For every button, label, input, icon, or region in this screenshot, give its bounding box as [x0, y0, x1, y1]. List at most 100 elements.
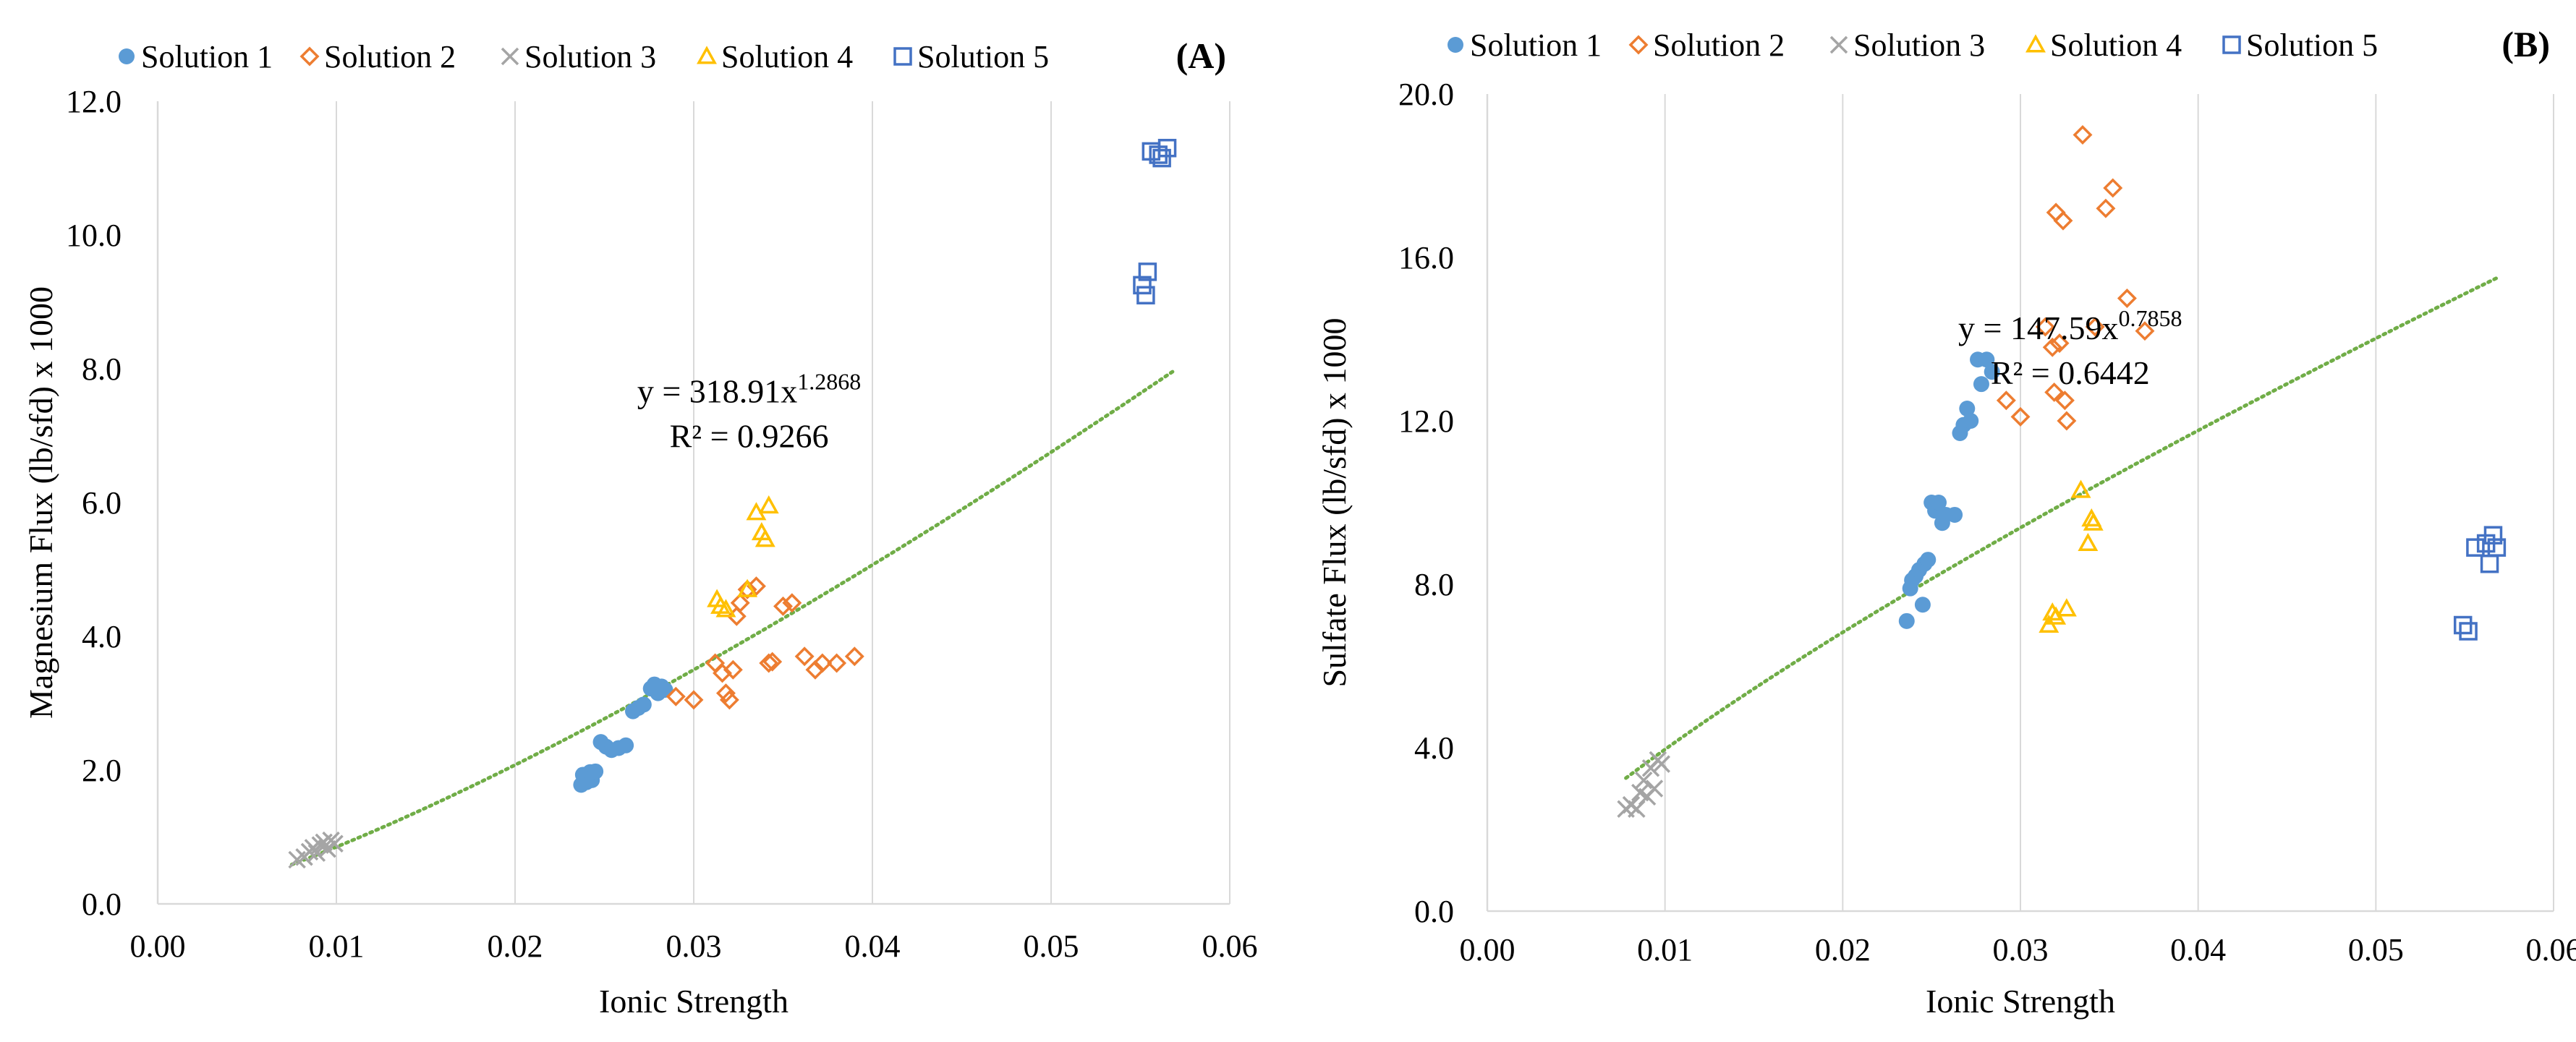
point-diamond: [773, 596, 793, 616]
y-tick-label: 8.0: [82, 351, 122, 387]
legend-marker-diamond: [299, 46, 320, 67]
trendline-equation: y = 318.91x1.2868: [637, 368, 861, 409]
x-tick-label: 0.02: [1815, 932, 1871, 968]
y-tick-label: 6.0: [82, 485, 122, 521]
point-diamond: [2073, 125, 2093, 145]
x-tick-label: 0.03: [1993, 932, 2049, 968]
point-square: [2466, 538, 2485, 557]
legend-marker-diamond: [1628, 35, 1649, 55]
point-diamond: [762, 652, 783, 672]
point-circle: [1973, 376, 1989, 393]
point-triangle: [2078, 532, 2099, 552]
y-tick-label: 8.0: [1414, 567, 1454, 602]
y-tick-label: 20.0: [1398, 77, 1454, 112]
x-axis-title: Ionic Strength: [599, 983, 788, 1020]
point-diamond: [723, 659, 743, 680]
y-tick-label: 10.0: [66, 218, 122, 253]
x-tick-label: 0.02: [488, 928, 543, 964]
x-tick-label: 0.01: [309, 928, 365, 964]
point-diamond: [2054, 390, 2075, 411]
legend-label: Solution 5: [2246, 27, 2378, 63]
trendline: [1624, 276, 2499, 780]
point-triangle: [754, 529, 775, 547]
legend-label: Solution 1: [1470, 27, 1602, 63]
point-square: [1138, 262, 1157, 281]
point-diamond: [737, 579, 757, 599]
legend-item: Solution 2: [1628, 27, 1785, 63]
point-diamond: [684, 690, 704, 710]
point-circle: [618, 737, 634, 753]
point-diamond: [2035, 317, 2055, 337]
legend-item: Solution 5: [893, 39, 1049, 74]
point-diamond: [2053, 210, 2073, 231]
point-triangle: [758, 495, 779, 514]
y-axis-title: Sulfate Flux (lb/sfd) x 1000: [1316, 317, 1353, 687]
trendline-equation-base: y = 147.59x: [1958, 309, 2118, 346]
point-x: [1652, 755, 1670, 773]
point-circle: [635, 696, 652, 713]
point-diamond: [1996, 390, 2016, 411]
point-square: [1133, 276, 1152, 295]
point-circle: [1930, 495, 1947, 511]
legend-item: Solution 2: [299, 39, 456, 74]
point-diamond: [746, 576, 766, 597]
y-tick-label: 4.0: [82, 619, 122, 654]
x-tick-label: 0.00: [130, 928, 186, 964]
legend-marker-triangle: [697, 46, 717, 64]
panel-label: (B): [2501, 24, 2550, 64]
legend-marker-triangle: [2025, 34, 2046, 53]
x-tick-label: 0.06: [2526, 932, 2576, 968]
trendline-equation-base: y = 318.91x: [637, 372, 797, 409]
point-square: [1157, 139, 1177, 158]
legend-marker-circle: [1448, 37, 1463, 53]
trendline-r-squared: R² = 0.6442: [1991, 354, 2150, 391]
point-diamond: [713, 663, 732, 683]
point-square: [2487, 538, 2507, 557]
point-square: [1136, 286, 1155, 304]
x-tick-label: 0.01: [1637, 932, 1693, 968]
y-tick-label: 12.0: [66, 84, 122, 119]
x-tick-label: 0.00: [1460, 932, 1516, 968]
panel-b: 0.00 0.01 0.02 0.03 0.04 0.05 0.06 0.0 4.0 8.0 12.…: [1316, 24, 2576, 1020]
point-diamond: [759, 653, 779, 673]
point-square: [2483, 526, 2503, 545]
point-circle: [1947, 506, 1963, 523]
point-diamond: [2010, 406, 2031, 427]
point-x: [1645, 780, 1664, 798]
legend-label: Solution 2: [1653, 27, 1785, 63]
point-diamond: [812, 653, 833, 673]
point-diamond: [2096, 198, 2116, 218]
point-diamond: [2103, 178, 2123, 198]
point-diamond: [827, 653, 847, 673]
legend-item: Solution 1: [119, 39, 273, 74]
y-tick-label: 0.0: [82, 887, 122, 922]
point-square: [2453, 615, 2473, 635]
legend-label: Solution 5: [917, 39, 1049, 74]
point-circle: [587, 763, 604, 780]
y-axis-title: Magnesium Flux (lb/sfd) x 1000: [22, 286, 59, 719]
x-tick-label: 0.04: [845, 928, 901, 964]
point-diamond: [666, 686, 686, 706]
point-diamond: [2117, 289, 2137, 308]
legend-label: Solution 4: [721, 39, 853, 74]
point-circle: [1984, 364, 2000, 380]
x-tick-label: 0.03: [666, 928, 722, 964]
legend-marker-circle: [119, 48, 135, 64]
legend-marker-square: [893, 47, 912, 66]
point-x: [1634, 771, 1653, 790]
legend-item: Solution 1: [1448, 27, 1602, 63]
point-diamond: [2042, 337, 2062, 357]
legend-marker-square: [2222, 35, 2241, 54]
point-diamond: [805, 659, 825, 680]
y-tick-label: 0.0: [1414, 894, 1454, 929]
point-diamond: [730, 593, 750, 613]
y-tick-label: 4.0: [1414, 730, 1454, 766]
trendline-r-squared: R² = 0.9266: [670, 417, 829, 454]
legend-item: Solution 4: [697, 39, 853, 74]
trendline-equation: y = 147.59x0.7858: [1958, 305, 2182, 346]
point-diamond: [715, 683, 736, 704]
legend-item: Solution 4: [2025, 27, 2182, 63]
point-circle: [1978, 351, 1995, 368]
x-axis-title: Ionic Strength: [1926, 983, 2115, 1020]
point-diamond: [2085, 317, 2105, 337]
